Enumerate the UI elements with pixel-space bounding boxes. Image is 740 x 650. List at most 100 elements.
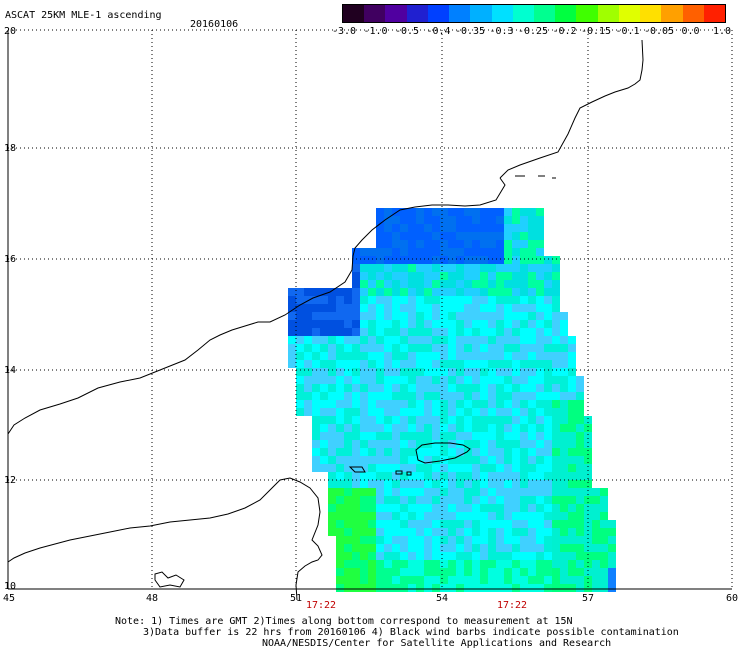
swath-cell bbox=[496, 376, 504, 384]
swath-cell bbox=[384, 384, 392, 392]
swath-cell bbox=[336, 432, 344, 440]
swath-cell bbox=[408, 232, 416, 240]
lon-label-60: 60 bbox=[725, 593, 739, 604]
swath-cell bbox=[328, 320, 336, 328]
swath-cell bbox=[488, 456, 496, 464]
swath-cell bbox=[544, 256, 552, 264]
colorbar-label: -0.3 bbox=[489, 26, 514, 37]
swath-cell bbox=[536, 320, 544, 328]
swath-cell bbox=[424, 472, 432, 480]
swath-cell bbox=[352, 584, 360, 592]
swath-cell bbox=[536, 248, 544, 256]
swath-cell bbox=[416, 440, 424, 448]
swath-cell bbox=[432, 272, 440, 280]
swath-cell bbox=[536, 480, 544, 488]
swath-cell bbox=[368, 416, 376, 424]
swath-cell bbox=[448, 440, 456, 448]
swath-cell bbox=[368, 512, 376, 520]
swath-cell bbox=[568, 536, 576, 544]
swath-cell bbox=[336, 456, 344, 464]
swath-cell bbox=[296, 352, 304, 360]
swath-cell bbox=[424, 264, 432, 272]
swath-cell bbox=[384, 280, 392, 288]
swath-cell bbox=[472, 208, 480, 216]
swath-cell bbox=[408, 472, 416, 480]
swath-cell bbox=[520, 424, 528, 432]
swath-cell bbox=[344, 384, 352, 392]
swath-cell bbox=[496, 256, 504, 264]
swath-cell bbox=[520, 336, 528, 344]
swath-cell bbox=[328, 520, 336, 528]
swath-cell bbox=[472, 528, 480, 536]
swath-cell bbox=[408, 304, 416, 312]
swath-cell bbox=[544, 384, 552, 392]
swath-cell bbox=[440, 576, 448, 584]
swath-cell bbox=[344, 568, 352, 576]
swath-cell bbox=[472, 416, 480, 424]
swath-cell bbox=[568, 488, 576, 496]
swath-cell bbox=[408, 424, 416, 432]
swath-cell bbox=[480, 224, 488, 232]
swath-cell bbox=[536, 504, 544, 512]
swath-cell bbox=[384, 448, 392, 456]
swath-cell bbox=[336, 480, 344, 488]
swath-cell bbox=[304, 336, 312, 344]
swath-cell bbox=[520, 232, 528, 240]
swath-cell bbox=[480, 296, 488, 304]
swath-cell bbox=[320, 296, 328, 304]
swath-cell bbox=[336, 304, 344, 312]
swath-cell bbox=[520, 360, 528, 368]
swath-cell bbox=[344, 368, 352, 376]
swath-cell bbox=[440, 440, 448, 448]
lon-label-45: 45 bbox=[2, 593, 16, 604]
swath-cell bbox=[576, 504, 584, 512]
swath-cell bbox=[432, 256, 440, 264]
swath-cell bbox=[472, 240, 480, 248]
swath-cell bbox=[536, 296, 544, 304]
swath-cell bbox=[288, 344, 296, 352]
swath-cell bbox=[400, 520, 408, 528]
swath-cell bbox=[360, 496, 368, 504]
swath-cell bbox=[576, 376, 584, 384]
swath-cell bbox=[592, 488, 600, 496]
swath-cell bbox=[400, 576, 408, 584]
swath-cell bbox=[328, 480, 336, 488]
swath-cell bbox=[400, 408, 408, 416]
swath-cell bbox=[512, 576, 520, 584]
swath-cell bbox=[400, 464, 408, 472]
swath-cell bbox=[512, 208, 520, 216]
swath-cell bbox=[496, 360, 504, 368]
swath-cell bbox=[456, 416, 464, 424]
swath-cell bbox=[512, 344, 520, 352]
swath-cell bbox=[344, 520, 352, 528]
swath-cell bbox=[488, 400, 496, 408]
swath-cell bbox=[544, 272, 552, 280]
swath-cell bbox=[360, 320, 368, 328]
swath-cell bbox=[296, 360, 304, 368]
swath-cell bbox=[560, 560, 568, 568]
map-frame bbox=[7, 30, 732, 590]
swath-cell bbox=[480, 464, 488, 472]
colorbar-segment bbox=[555, 5, 577, 22]
swath-cell bbox=[488, 240, 496, 248]
swath-cell bbox=[424, 304, 432, 312]
colorbar-label: -0.05 bbox=[643, 26, 675, 37]
swath-cell bbox=[416, 432, 424, 440]
swath-cell bbox=[528, 560, 536, 568]
swath-cell bbox=[600, 520, 608, 528]
swath-cell bbox=[488, 344, 496, 352]
swath-cell bbox=[568, 472, 576, 480]
swath-cell bbox=[408, 528, 416, 536]
swath-cell bbox=[416, 344, 424, 352]
swath-cell bbox=[464, 328, 472, 336]
swath-cell bbox=[424, 400, 432, 408]
swath-cell bbox=[512, 504, 520, 512]
swath-cell bbox=[528, 352, 536, 360]
swath-cell bbox=[600, 496, 608, 504]
swath-cell bbox=[560, 464, 568, 472]
swath-cell bbox=[568, 360, 576, 368]
swath-cell bbox=[512, 240, 520, 248]
swath-cell bbox=[512, 496, 520, 504]
swath-cell bbox=[568, 480, 576, 488]
colorbar-segment bbox=[470, 5, 492, 22]
